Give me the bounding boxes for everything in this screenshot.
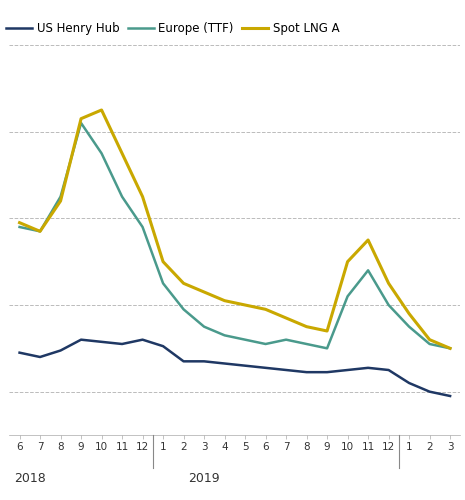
Spot LNG A (304, 324, 309, 330)
US Henry Hub (78, 336, 84, 342)
US Henry Hub (406, 380, 412, 386)
Europe (TTF) (427, 341, 432, 347)
Spot LNG A (386, 280, 392, 286)
Europe (TTF) (78, 120, 84, 126)
Spot LNG A (181, 280, 186, 286)
Spot LNG A (119, 150, 125, 156)
Europe (TTF) (242, 336, 248, 342)
US Henry Hub (447, 393, 453, 399)
Spot LNG A (201, 289, 207, 295)
Line: Europe (TTF): Europe (TTF) (20, 123, 450, 348)
US Henry Hub (17, 350, 22, 356)
Europe (TTF) (386, 302, 392, 308)
Europe (TTF) (304, 341, 309, 347)
Europe (TTF) (17, 224, 22, 230)
Spot LNG A (58, 198, 63, 204)
Europe (TTF) (99, 150, 104, 156)
US Henry Hub (242, 362, 248, 368)
Spot LNG A (78, 116, 84, 121)
Europe (TTF) (345, 294, 351, 300)
Europe (TTF) (263, 341, 268, 347)
Text: 2018: 2018 (14, 472, 46, 486)
Europe (TTF) (119, 194, 125, 200)
Spot LNG A (222, 298, 227, 304)
Europe (TTF) (222, 332, 227, 338)
Spot LNG A (242, 302, 248, 308)
Spot LNG A (160, 258, 166, 264)
US Henry Hub (58, 348, 63, 354)
Spot LNG A (283, 315, 289, 321)
Europe (TTF) (160, 280, 166, 286)
Spot LNG A (345, 258, 351, 264)
Europe (TTF) (201, 324, 207, 330)
US Henry Hub (181, 358, 186, 364)
Spot LNG A (99, 107, 104, 113)
US Henry Hub (345, 367, 351, 373)
Spot LNG A (263, 306, 268, 312)
Spot LNG A (447, 346, 453, 352)
US Henry Hub (222, 360, 227, 366)
Spot LNG A (427, 336, 432, 342)
US Henry Hub (263, 365, 268, 371)
Spot LNG A (37, 228, 43, 234)
Spot LNG A (140, 194, 146, 200)
Line: Spot LNG A: Spot LNG A (20, 110, 450, 348)
US Henry Hub (304, 369, 309, 375)
US Henry Hub (119, 341, 125, 347)
Spot LNG A (17, 220, 22, 226)
Line: US Henry Hub: US Henry Hub (20, 340, 450, 396)
Spot LNG A (406, 310, 412, 316)
Spot LNG A (324, 328, 330, 334)
US Henry Hub (427, 388, 432, 394)
Europe (TTF) (58, 194, 63, 200)
Europe (TTF) (181, 306, 186, 312)
US Henry Hub (37, 354, 43, 360)
Europe (TTF) (406, 324, 412, 330)
US Henry Hub (99, 339, 104, 345)
US Henry Hub (283, 367, 289, 373)
US Henry Hub (201, 358, 207, 364)
US Henry Hub (365, 365, 371, 371)
Europe (TTF) (365, 268, 371, 274)
Text: 2019: 2019 (188, 472, 220, 486)
US Henry Hub (140, 336, 146, 342)
US Henry Hub (386, 367, 392, 373)
Europe (TTF) (324, 346, 330, 352)
Europe (TTF) (140, 224, 146, 230)
Europe (TTF) (37, 228, 43, 234)
Legend: US Henry Hub, Europe (TTF), Spot LNG A: US Henry Hub, Europe (TTF), Spot LNG A (6, 22, 339, 35)
Europe (TTF) (447, 346, 453, 352)
Spot LNG A (365, 237, 371, 243)
Europe (TTF) (283, 336, 289, 342)
US Henry Hub (160, 343, 166, 349)
US Henry Hub (324, 369, 330, 375)
